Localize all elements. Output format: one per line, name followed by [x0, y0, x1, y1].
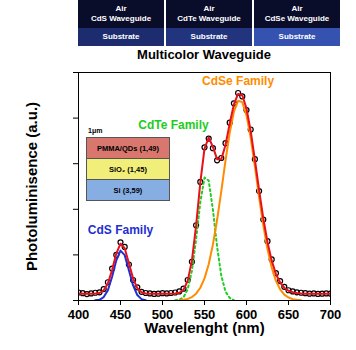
svg-text:550: 550	[193, 306, 216, 322]
html-text:Multicolor Waveguide: Multicolor Waveguide	[137, 47, 271, 62]
html-text:1μm: 1μm	[88, 127, 103, 134]
svg-text:400: 400	[68, 307, 90, 322]
html-text:Substrate: Substrate	[190, 32, 228, 41]
svg-text:Photoluminisence (a.u.): Photoluminisence (a.u.)	[23, 102, 40, 271]
svg-text:CdS Family: CdS Family	[88, 223, 154, 237]
svg-text:Wavelenght (nm): Wavelenght (nm)	[144, 319, 264, 336]
svg-text:CdTe Family: CdTe Family	[138, 118, 209, 132]
html-text:Air: Air	[203, 4, 215, 13]
svg-text:600: 600	[235, 306, 258, 322]
html-text:CdS Waveguide: CdS Waveguide	[90, 14, 152, 23]
html-text:SiO₂ (1,45): SiO₂ (1,45)	[109, 165, 147, 174]
svg-text:CdSe Family: CdSe Family	[202, 74, 274, 88]
html-text:CdSe Waveguide: CdSe Waveguide	[264, 14, 330, 23]
html-text:PMMA/QDs (1,49): PMMA/QDs (1,49)	[96, 144, 159, 153]
html-text:CdTe Waveguide: CdTe Waveguide	[177, 14, 241, 23]
svg-text:500: 500	[151, 306, 174, 322]
html-text:Substrate: Substrate	[102, 32, 140, 41]
html-text:Air: Air	[115, 4, 127, 13]
svg-text:450: 450	[110, 307, 132, 322]
svg-text:650: 650	[278, 307, 300, 322]
html-text:Substrate: Substrate	[278, 32, 316, 41]
html-text:Si (3,59): Si (3,59)	[113, 186, 143, 195]
html-text:Air: Air	[291, 4, 303, 13]
svg-text:700: 700	[320, 307, 342, 322]
